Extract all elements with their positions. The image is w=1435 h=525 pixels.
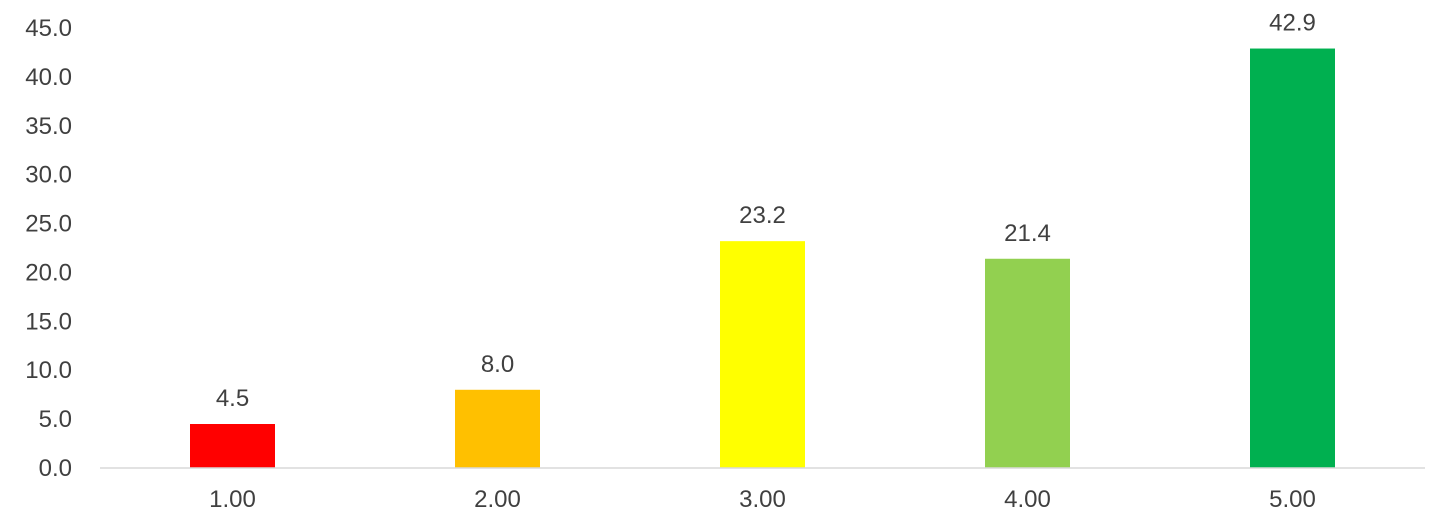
y-tick-label: 15.0 (25, 308, 72, 335)
data-labels: 4.5 8.0 23.2 21.4 42.9 (216, 10, 1316, 412)
bar (985, 258, 1070, 468)
y-tick-label: 10.0 (25, 357, 72, 384)
x-tick-label: 3.00 (739, 486, 786, 513)
y-tick-label: 20.0 (25, 259, 72, 286)
data-label: 4.5 (216, 385, 249, 412)
x-tick-label: 5.00 (1269, 486, 1316, 513)
bar (1250, 48, 1335, 469)
bars (190, 48, 1335, 469)
bar (720, 241, 805, 468)
y-tick-label: 0.0 (39, 455, 72, 482)
y-tick-label: 40.0 (25, 64, 72, 91)
y-tick-label: 25.0 (25, 211, 72, 238)
x-tick-label: 2.00 (474, 486, 521, 513)
bar (455, 389, 540, 468)
data-label: 21.4 (1004, 220, 1051, 247)
bar (190, 424, 275, 468)
y-tick-label: 45.0 (25, 15, 72, 42)
y-tick-label: 35.0 (25, 113, 72, 140)
data-label: 42.9 (1269, 10, 1316, 37)
y-tick-label: 5.0 (39, 406, 72, 433)
y-axis: 0.0 5.0 10.0 15.0 20.0 25.0 30.0 35.0 40.0 45.0 (25, 15, 72, 482)
y-tick-label: 30.0 (25, 162, 72, 189)
data-label: 8.0 (481, 351, 514, 378)
x-tick-label: 4.00 (1004, 486, 1051, 513)
x-tick-label: 1.00 (209, 486, 256, 513)
data-label: 23.2 (739, 202, 786, 229)
x-axis: 1.00 2.00 3.00 4.00 5.00 (209, 486, 1316, 513)
